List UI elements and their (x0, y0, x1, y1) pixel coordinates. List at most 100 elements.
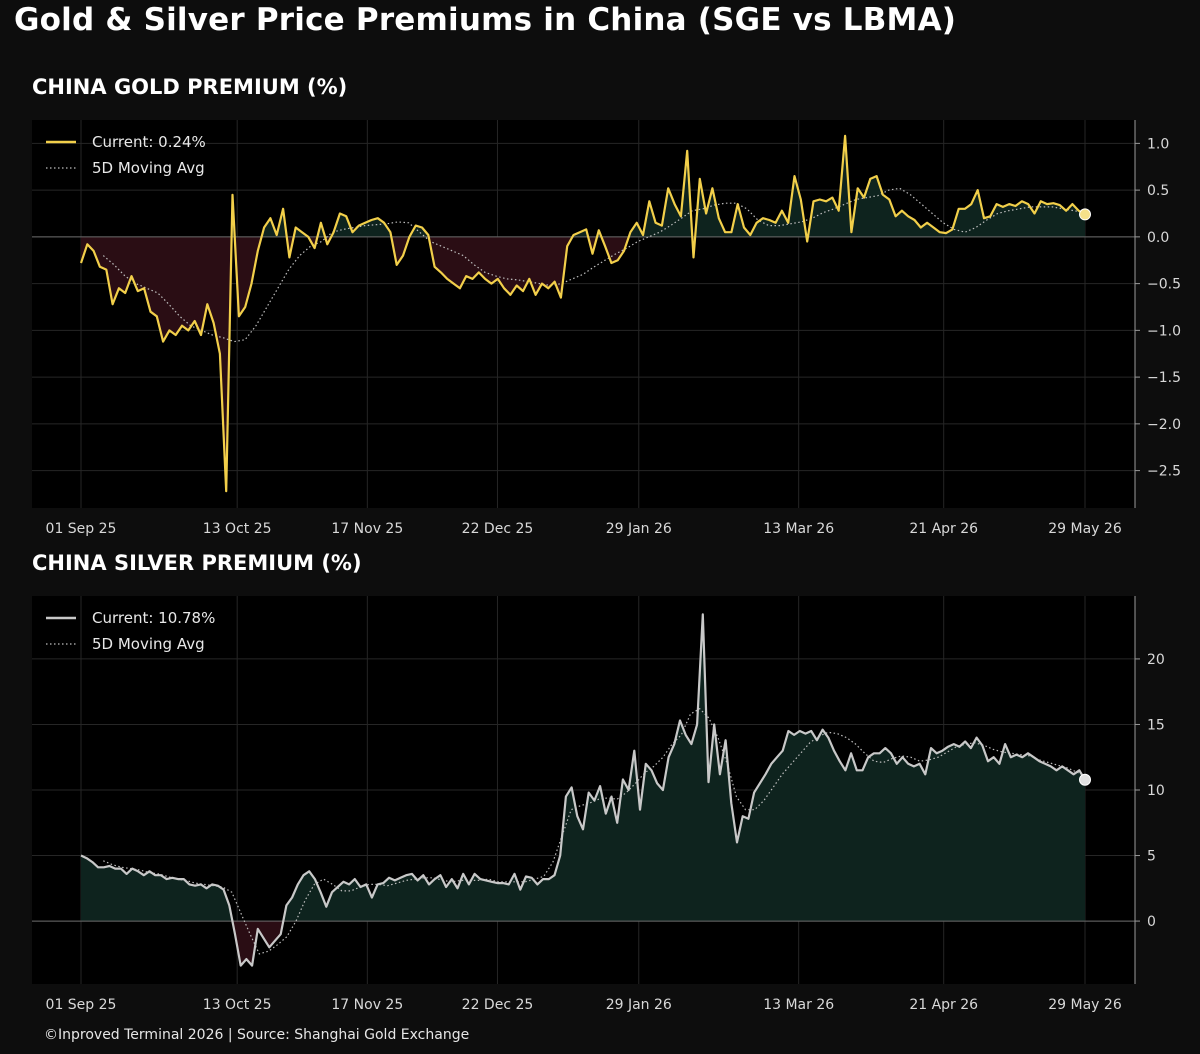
data-point (1053, 203, 1054, 204)
data-point (246, 959, 247, 960)
premium-line (80, 613, 1086, 967)
data-point (662, 789, 663, 790)
data-point (213, 322, 214, 323)
data-point (514, 873, 515, 874)
data-point (630, 232, 631, 233)
data-point (283, 208, 284, 209)
data-point (497, 883, 498, 884)
data-point (280, 934, 281, 935)
data-point (352, 232, 353, 233)
data-point (504, 288, 505, 289)
data-point (314, 879, 315, 880)
x-tick-label: 22 Dec 25 (462, 521, 534, 537)
data-point (651, 770, 652, 771)
data-point (503, 883, 504, 884)
data-point (1033, 757, 1034, 758)
data-point (919, 763, 920, 764)
data-point (725, 740, 726, 741)
data-point (120, 868, 121, 869)
chart-legend: Current: 10.78% 5D Moving Avg (46, 609, 215, 653)
data-point (645, 763, 646, 764)
data-point (605, 813, 606, 814)
data-point (971, 204, 972, 205)
data-point (990, 216, 991, 217)
data-point (394, 880, 395, 881)
data-point (788, 730, 789, 731)
data-point (98, 867, 99, 868)
data-point (548, 879, 549, 880)
data-point (868, 757, 869, 758)
data-point (480, 879, 481, 880)
data-point (901, 210, 902, 211)
data-point (434, 266, 435, 267)
y-tick-label: −2.0 (1147, 417, 1181, 433)
data-point (982, 745, 983, 746)
data-point (592, 253, 593, 254)
data-point (411, 873, 412, 874)
data-point (976, 737, 977, 738)
data-point (257, 250, 258, 251)
data-point (807, 241, 808, 242)
data-point (1066, 210, 1067, 211)
data-point (163, 341, 164, 342)
data-point (573, 234, 574, 235)
data-point (238, 316, 239, 317)
data-point (813, 201, 814, 202)
data-point (349, 884, 350, 885)
y-tick-label: 1.0 (1147, 136, 1169, 152)
y-tick-label: 0 (1147, 914, 1156, 930)
data-point (902, 757, 903, 758)
data-point (440, 875, 441, 876)
positive-premium-area (81, 135, 1085, 237)
data-point (712, 188, 713, 189)
data-point (805, 733, 806, 734)
x-tick-label: 01 Sep 25 (46, 521, 117, 537)
data-point (207, 304, 208, 305)
data-point (194, 320, 195, 321)
data-point (642, 234, 643, 235)
data-point (234, 934, 235, 935)
data-point (131, 276, 132, 277)
data-point (415, 225, 416, 226)
data-point (611, 796, 612, 797)
data-point (927, 222, 928, 223)
data-point (333, 232, 334, 233)
data-point (143, 875, 144, 876)
x-tick-label: 21 Apr 26 (909, 521, 978, 537)
data-point (697, 724, 698, 725)
data-point (816, 740, 817, 741)
data-point (742, 816, 743, 817)
data-point (925, 774, 926, 775)
data-point (346, 216, 347, 217)
data-point (229, 905, 230, 906)
data-point (685, 734, 686, 735)
data-point (118, 288, 119, 289)
data-point (762, 218, 763, 219)
gold-premium-chart: 1.0 0.5 0.0 −0.5 −1.0 −1.5 −2.0 −2.5 01 Sep 25 13… (32, 120, 1181, 537)
data-point (771, 763, 772, 764)
data-point (560, 855, 561, 856)
y-tick-label: 10 (1147, 783, 1165, 799)
y-tick-label: −1.5 (1147, 370, 1181, 386)
data-point (582, 829, 583, 830)
current-value-marker (1079, 208, 1091, 221)
data-point (339, 213, 340, 214)
data-point (748, 818, 749, 819)
data-point (217, 885, 218, 886)
data-point (446, 886, 447, 887)
data-point (223, 889, 224, 890)
data-point (617, 260, 618, 261)
data-point (80, 262, 81, 263)
data-point (270, 218, 271, 219)
y-tick-label: 5 (1147, 849, 1156, 865)
data-point (177, 879, 178, 880)
data-point (1072, 204, 1073, 205)
silver-premium-chart: 20 15 10 5 0 01 Sep 25 13 Oct 25 17 Nov 25 22 De… (32, 596, 1165, 1013)
data-point (87, 244, 88, 245)
data-point (765, 774, 766, 775)
data-point (794, 176, 795, 177)
data-point (781, 210, 782, 211)
data-point (189, 884, 190, 885)
data-point (826, 201, 827, 202)
data-point (845, 135, 846, 136)
